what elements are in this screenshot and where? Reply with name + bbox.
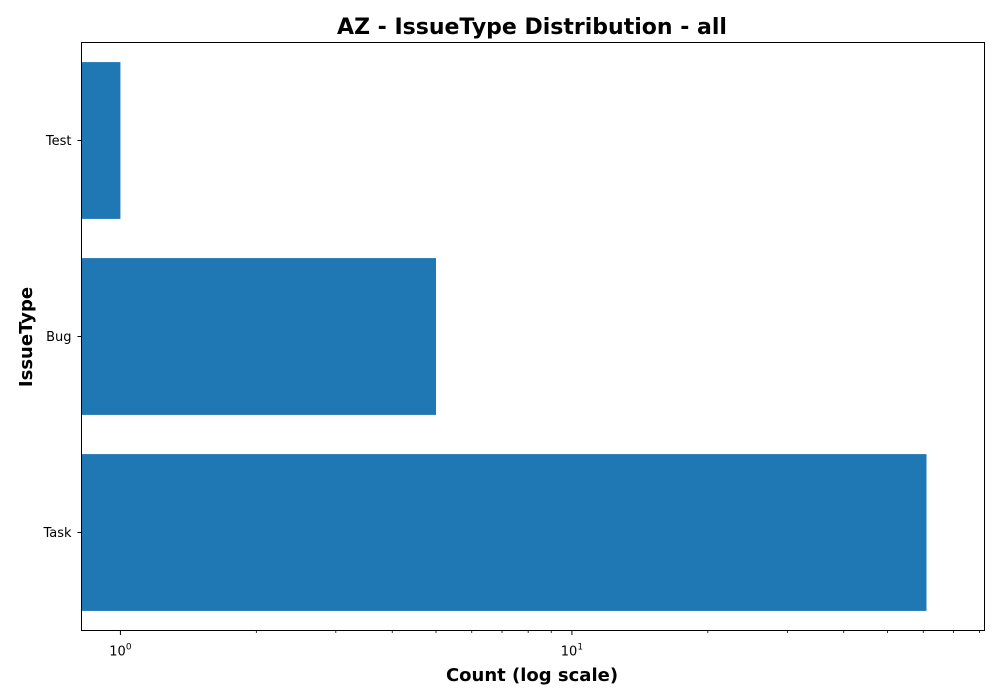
plot-frame	[81, 42, 985, 631]
x-tick-label: 100	[109, 643, 132, 660]
y-tick-label-task: Task	[42, 526, 72, 541]
x-tick-label: 101	[561, 643, 583, 660]
y-axis-label: IssueType	[16, 287, 37, 387]
y-tick-label-test: Test	[45, 134, 72, 149]
bar-task	[81, 454, 927, 611]
bar-test	[81, 62, 121, 219]
chart-title: AZ - IssueType Distribution - all	[337, 15, 727, 40]
bars-group	[81, 62, 927, 611]
bar-bug	[81, 258, 436, 415]
y-tick-label-bug: Bug	[46, 330, 71, 345]
x-axis-label: Count (log scale)	[446, 665, 618, 686]
ticks-group: Test Bug Task 100 101	[42, 134, 981, 660]
